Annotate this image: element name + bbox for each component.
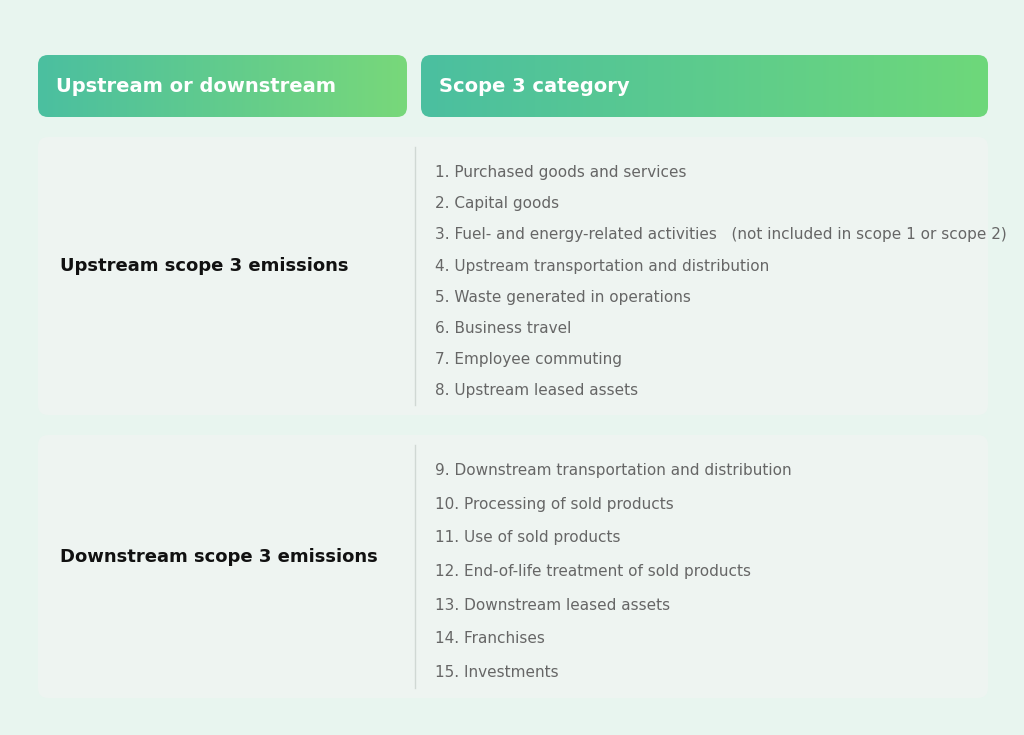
- Text: 15. Investments: 15. Investments: [435, 665, 559, 680]
- Text: 10. Processing of sold products: 10. Processing of sold products: [435, 497, 674, 512]
- Text: Upstream scope 3 emissions: Upstream scope 3 emissions: [60, 257, 348, 275]
- FancyBboxPatch shape: [38, 435, 988, 698]
- Text: Upstream or downstream: Upstream or downstream: [56, 76, 336, 96]
- Text: 7. Employee commuting: 7. Employee commuting: [435, 352, 622, 368]
- Text: 14. Franchises: 14. Franchises: [435, 631, 545, 647]
- FancyBboxPatch shape: [38, 137, 988, 415]
- Text: 3. Fuel- and energy-related activities   (not included in scope 1 or scope 2): 3. Fuel- and energy-related activities (…: [435, 227, 1007, 243]
- Text: 6. Business travel: 6. Business travel: [435, 321, 571, 336]
- Text: Scope 3 category: Scope 3 category: [439, 76, 630, 96]
- Text: 4. Upstream transportation and distribution: 4. Upstream transportation and distribut…: [435, 259, 769, 273]
- Text: 9. Downstream transportation and distribution: 9. Downstream transportation and distrib…: [435, 463, 792, 478]
- Text: Downstream scope 3 emissions: Downstream scope 3 emissions: [60, 548, 378, 565]
- Text: 2. Capital goods: 2. Capital goods: [435, 196, 559, 211]
- Text: 8. Upstream leased assets: 8. Upstream leased assets: [435, 384, 638, 398]
- Text: 5. Waste generated in operations: 5. Waste generated in operations: [435, 290, 691, 305]
- Text: 12. End-of-life treatment of sold products: 12. End-of-life treatment of sold produc…: [435, 564, 751, 579]
- Text: 13. Downstream leased assets: 13. Downstream leased assets: [435, 598, 670, 613]
- Text: 11. Use of sold products: 11. Use of sold products: [435, 531, 621, 545]
- Text: 1. Purchased goods and services: 1. Purchased goods and services: [435, 165, 686, 180]
